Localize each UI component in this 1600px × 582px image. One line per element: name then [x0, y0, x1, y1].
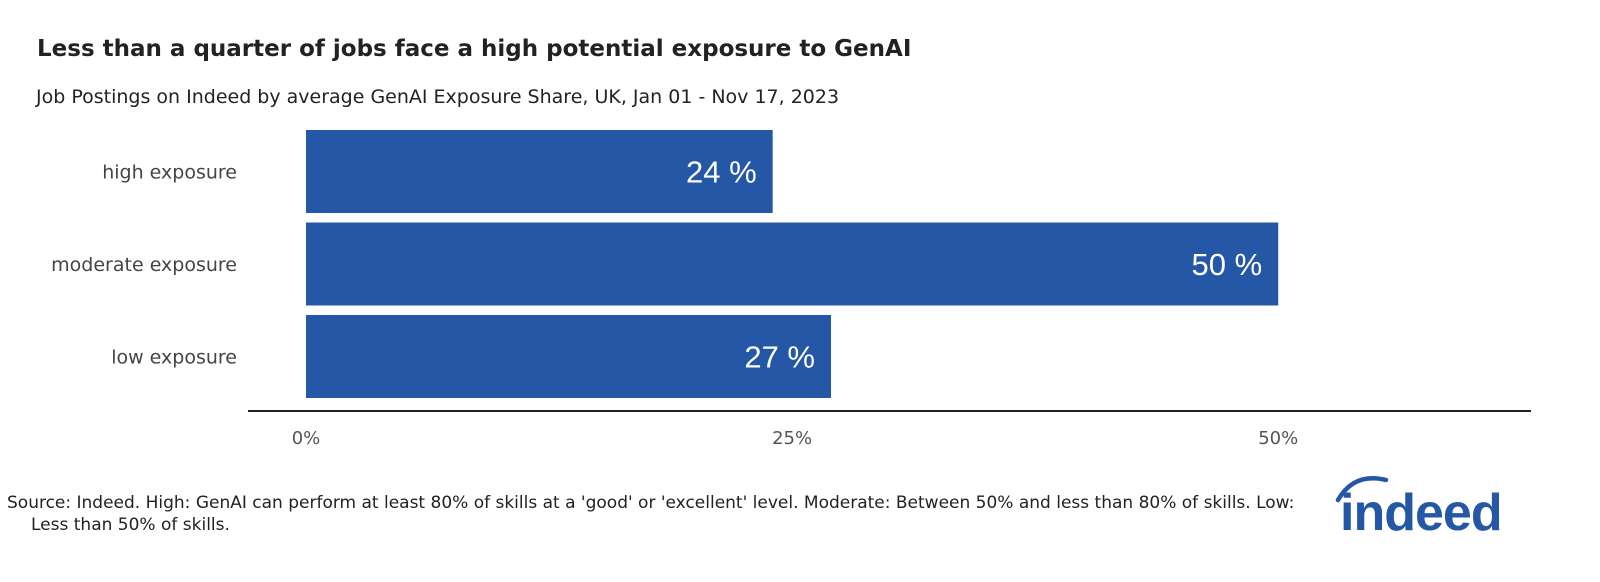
- source-note: Source: Indeed. High: GenAI can perform …: [7, 493, 1295, 535]
- indeed-logo: indeed: [1335, 476, 1503, 540]
- data-label: 50 %: [1192, 247, 1263, 282]
- x-tick-label: 0%: [292, 428, 321, 449]
- chart-title: Less than a quarter of jobs face a high …: [37, 36, 912, 62]
- chart-subtitle: Job Postings on Indeed by average GenAI …: [36, 86, 840, 108]
- logo-arc: [1335, 476, 1389, 503]
- data-label: 27 %: [744, 340, 815, 375]
- logo-text: indeed: [1340, 484, 1502, 540]
- bar-chart: high exposure 24 % moderate exposure 50 % lo…: [51, 130, 1531, 449]
- x-tick-label: 50%: [1258, 428, 1298, 449]
- category-label: high exposure: [102, 162, 237, 184]
- category-label: low exposure: [111, 347, 237, 369]
- bar-low-exposure: [306, 315, 831, 398]
- bar-moderate-exposure: [306, 222, 1279, 306]
- x-tick-label: 25%: [772, 428, 812, 449]
- bar-high-exposure: [306, 130, 773, 213]
- category-label: moderate exposure: [51, 254, 237, 276]
- data-label: 24 %: [686, 155, 757, 190]
